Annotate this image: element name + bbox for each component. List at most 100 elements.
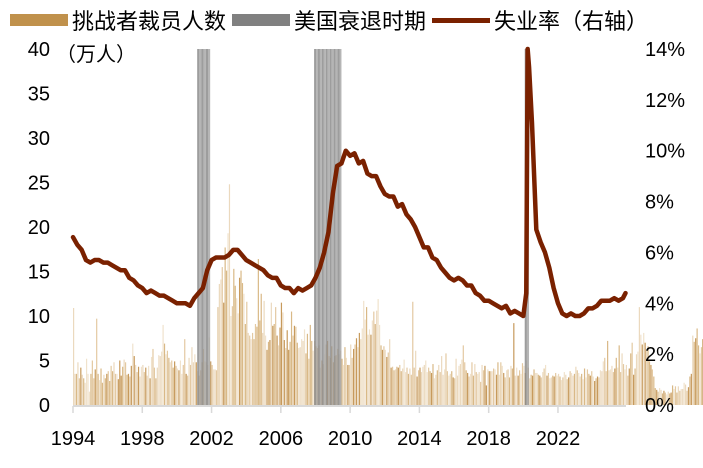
layoff-bar xyxy=(568,377,570,405)
layoff-bar xyxy=(236,298,238,405)
layoff-bar xyxy=(407,373,410,405)
layoff-bar xyxy=(371,320,373,405)
layoff-bar xyxy=(404,372,407,405)
layoff-bar xyxy=(120,375,122,405)
layoff-bar xyxy=(523,365,525,405)
layoff-bar xyxy=(684,384,687,405)
layoff-bar xyxy=(150,356,153,405)
layoff-bar xyxy=(378,324,381,405)
layoff-bar xyxy=(544,364,547,405)
layoff-bar xyxy=(573,373,576,405)
layoff-bar xyxy=(283,340,285,405)
layoff-bar xyxy=(227,233,229,405)
layoff-bar xyxy=(575,366,577,405)
layoff-bar xyxy=(565,374,567,405)
layoff-bar xyxy=(650,364,652,405)
layoff-bar xyxy=(510,365,512,405)
layoff-bar xyxy=(481,364,483,405)
layoff-bar xyxy=(432,364,434,405)
layoff-bar xyxy=(454,378,456,405)
recession-band xyxy=(323,49,326,405)
layoff-bar xyxy=(435,374,437,405)
layoff-bar xyxy=(377,299,379,405)
layoff-bar xyxy=(669,393,671,405)
layoff-bar xyxy=(441,356,443,405)
layoff-bar xyxy=(601,371,603,405)
layoff-bar xyxy=(550,377,552,405)
layoff-bar xyxy=(663,390,665,405)
layoff-bar xyxy=(451,371,453,405)
layoff-bar xyxy=(119,360,121,405)
layoff-bar xyxy=(221,267,223,405)
layoff-bar xyxy=(419,367,421,405)
layoff-bar xyxy=(142,364,144,405)
layoff-bar xyxy=(386,356,388,405)
layoff-bar xyxy=(85,358,88,405)
recession-band xyxy=(197,49,200,405)
recession-band xyxy=(337,49,340,405)
layoff-bar xyxy=(73,307,75,405)
layoff-bar xyxy=(301,339,303,405)
layoff-bar xyxy=(429,371,431,405)
layoff-bar xyxy=(126,374,128,405)
right-tick-label: 14% xyxy=(645,39,685,61)
layoff-bar xyxy=(94,369,96,405)
x-tick-label: 1998 xyxy=(120,428,165,450)
layoff-bar xyxy=(566,379,568,405)
layoff-bar xyxy=(384,349,386,405)
layoff-bar xyxy=(81,374,83,405)
right-tick-label: 6% xyxy=(645,242,674,264)
layoff-bar xyxy=(191,347,193,405)
layoff-bar xyxy=(425,360,427,405)
layoff-bar xyxy=(152,348,154,405)
layoff-bar xyxy=(214,369,216,405)
layoff-bar xyxy=(614,368,616,405)
layoff-bar xyxy=(625,364,627,405)
layoff-bar xyxy=(249,335,251,405)
layoff-bar xyxy=(381,349,384,405)
layoff-bar xyxy=(376,310,378,405)
layoff-bar xyxy=(586,369,589,405)
layoff-bar xyxy=(553,376,555,405)
layoff-bar xyxy=(480,381,482,405)
layoff-bar xyxy=(276,335,278,405)
layoff-bar xyxy=(468,376,470,405)
layoff-bar xyxy=(543,368,545,405)
layoff-bar xyxy=(494,369,496,405)
layoff-bar xyxy=(345,357,347,405)
layoff-bar xyxy=(469,373,472,405)
layoff-bar xyxy=(449,373,451,405)
layoff-bar xyxy=(627,375,629,405)
layoff-bar xyxy=(622,364,625,405)
layoff-bar xyxy=(280,302,283,405)
layoff-bar xyxy=(251,332,254,405)
layoff-bar xyxy=(110,365,112,405)
recession-swatch-icon xyxy=(232,14,291,26)
legend-label-layoffs: 挑战者裁员人数 xyxy=(72,9,227,34)
recession-band xyxy=(331,49,334,405)
recession-band xyxy=(319,49,322,405)
layoff-bar xyxy=(358,332,360,405)
layoff-bar xyxy=(673,388,675,405)
layoff-bar xyxy=(478,372,480,405)
layoff-bar xyxy=(161,351,163,405)
recession-band xyxy=(321,49,324,405)
layoff-bar xyxy=(633,374,635,405)
layoff-bar xyxy=(130,365,132,405)
layoff-bar xyxy=(368,329,371,405)
legend-item-layoffs: 挑战者裁员人数 xyxy=(10,4,226,36)
layoff-bar xyxy=(563,372,565,405)
layoff-bar xyxy=(546,375,548,405)
layoff-bar xyxy=(145,367,147,405)
layoff-bar xyxy=(677,386,679,405)
layoff-bar xyxy=(256,326,258,405)
layoff-bar xyxy=(270,302,272,405)
layoff-bar xyxy=(194,354,196,405)
layoff-bar xyxy=(608,370,610,405)
layoff-bar xyxy=(700,347,703,405)
layoff-bar xyxy=(465,370,467,405)
right-tick-label: 0% xyxy=(645,395,674,417)
layoff-bar xyxy=(148,365,150,405)
layoff-bar xyxy=(693,341,695,405)
layoff-bar xyxy=(516,367,518,405)
